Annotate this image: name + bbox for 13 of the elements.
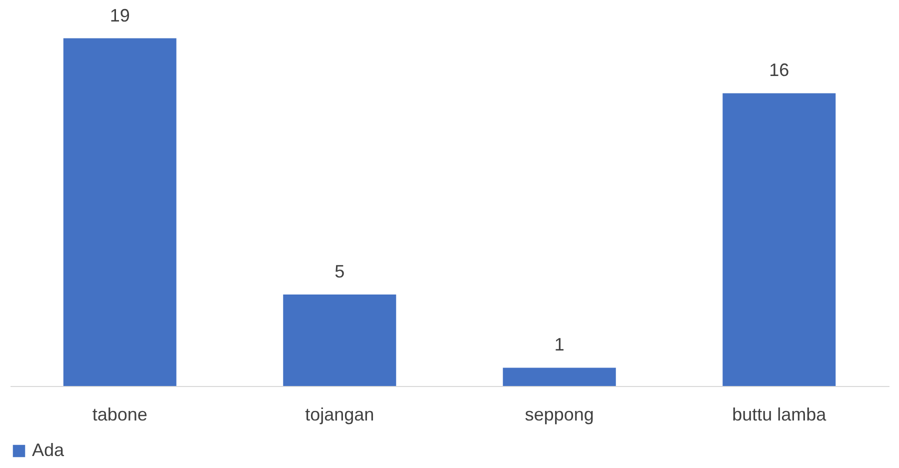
data-label: 19 — [110, 5, 130, 26]
x-tick-label: tabone — [92, 404, 148, 424]
x-tick-label: buttu lamba — [732, 404, 828, 424]
data-label: 1 — [554, 334, 564, 355]
bar — [722, 93, 836, 386]
data-label: 5 — [334, 262, 345, 282]
bar — [63, 38, 176, 386]
x-tick-label: seppong — [524, 404, 594, 424]
bar — [502, 368, 616, 386]
x-tick-label: tojangan — [305, 404, 374, 424]
bar — [283, 294, 396, 386]
legend-label: Ada — [32, 440, 66, 460]
data-label: 16 — [769, 60, 790, 80]
